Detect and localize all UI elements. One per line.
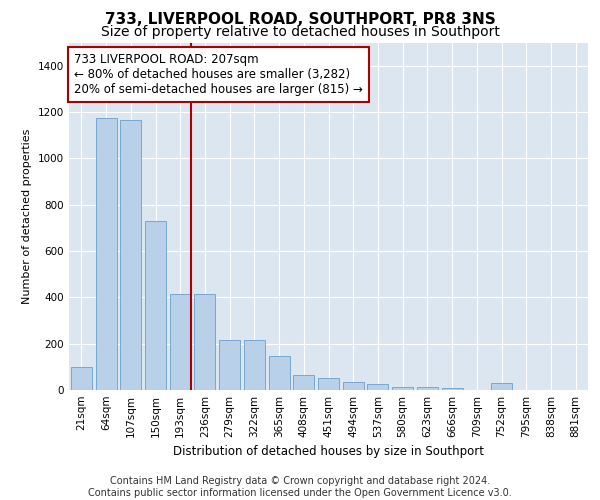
Bar: [367, 384, 388, 390]
Bar: [442, 388, 463, 390]
Y-axis label: Number of detached properties: Number of detached properties: [22, 128, 32, 304]
Bar: [120, 120, 141, 390]
Bar: [318, 378, 339, 390]
Bar: [194, 294, 215, 390]
Bar: [269, 356, 290, 390]
Bar: [95, 118, 116, 390]
X-axis label: Distribution of detached houses by size in Southport: Distribution of detached houses by size …: [173, 446, 484, 458]
Bar: [145, 221, 166, 390]
Bar: [71, 367, 92, 390]
Bar: [219, 340, 240, 390]
Text: Contains HM Land Registry data © Crown copyright and database right 2024.
Contai: Contains HM Land Registry data © Crown c…: [88, 476, 512, 498]
Bar: [343, 382, 364, 390]
Bar: [417, 386, 438, 390]
Text: 733, LIVERPOOL ROAD, SOUTHPORT, PR8 3NS: 733, LIVERPOOL ROAD, SOUTHPORT, PR8 3NS: [104, 12, 496, 28]
Bar: [293, 375, 314, 390]
Bar: [392, 386, 413, 390]
Bar: [244, 340, 265, 390]
Text: 733 LIVERPOOL ROAD: 207sqm
← 80% of detached houses are smaller (3,282)
20% of s: 733 LIVERPOOL ROAD: 207sqm ← 80% of deta…: [74, 53, 363, 96]
Text: Size of property relative to detached houses in Southport: Size of property relative to detached ho…: [101, 25, 499, 39]
Bar: [491, 383, 512, 390]
Bar: [170, 294, 191, 390]
